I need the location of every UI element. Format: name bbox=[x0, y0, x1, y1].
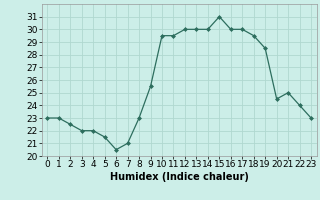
X-axis label: Humidex (Indice chaleur): Humidex (Indice chaleur) bbox=[110, 172, 249, 182]
